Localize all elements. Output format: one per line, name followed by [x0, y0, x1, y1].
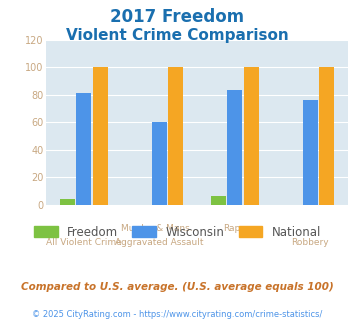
Bar	[303, 100, 318, 205]
Text: Murder & Mans...: Murder & Mans...	[121, 224, 198, 233]
Bar	[168, 67, 184, 205]
Bar	[60, 199, 75, 205]
Legend: Freedom, Wisconsin, National: Freedom, Wisconsin, National	[29, 221, 326, 243]
Text: All Violent Crime: All Violent Crime	[46, 238, 122, 247]
Text: Violent Crime Comparison: Violent Crime Comparison	[66, 28, 289, 43]
Text: Aggravated Assault: Aggravated Assault	[115, 238, 203, 247]
Text: Compared to U.S. average. (U.S. average equals 100): Compared to U.S. average. (U.S. average …	[21, 282, 334, 292]
Bar	[244, 67, 259, 205]
Bar	[211, 196, 226, 205]
Bar	[93, 67, 108, 205]
Text: © 2025 CityRating.com - https://www.cityrating.com/crime-statistics/: © 2025 CityRating.com - https://www.city…	[32, 310, 323, 319]
Text: Robbery: Robbery	[291, 238, 329, 247]
Bar	[319, 67, 334, 205]
Text: 2017 Freedom: 2017 Freedom	[110, 8, 245, 26]
Bar	[227, 90, 242, 205]
Bar	[152, 122, 167, 205]
Text: Rape: Rape	[223, 224, 246, 233]
Bar	[76, 93, 91, 205]
